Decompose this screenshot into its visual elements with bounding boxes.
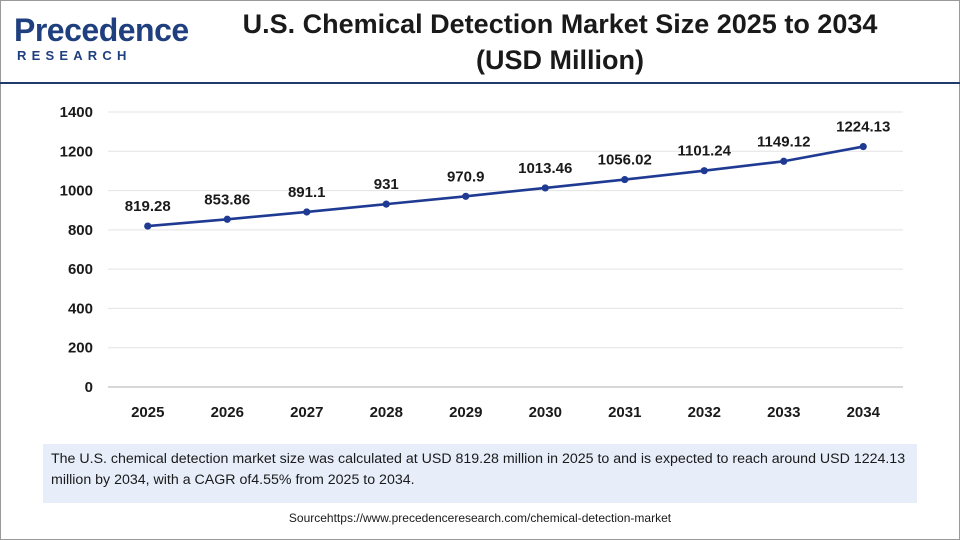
logo-wordmark: Precedence <box>14 12 189 48</box>
x-tick-label: 2025 <box>131 404 164 421</box>
data-point <box>700 167 708 175</box>
x-tick-label: 2033 <box>767 404 800 421</box>
brand-logo: Precedence RESEARCH <box>14 12 189 68</box>
data-label: 1149.12 <box>757 133 810 150</box>
data-point <box>541 184 549 192</box>
x-tick-label: 2029 <box>449 404 482 421</box>
data-point <box>780 157 788 165</box>
y-tick-label: 0 <box>85 379 93 396</box>
data-label: 1013.46 <box>518 160 572 177</box>
title-line-1: U.S. Chemical Detection Market Size 2025… <box>242 9 878 39</box>
page-title: U.S. Chemical Detection Market Size 2025… <box>210 6 910 78</box>
y-tick-label: 1400 <box>60 104 93 121</box>
y-tick-label: 1200 <box>60 143 93 160</box>
y-tick-label: 800 <box>68 222 93 239</box>
line-chart: 0 200 400 600 800 1000 1200 1400 2025 2026 2027 202… <box>60 104 903 421</box>
data-label: 853.86 <box>204 191 250 208</box>
x-tick-label: 2026 <box>211 404 244 421</box>
title-line-2: (USD Million) <box>476 45 644 75</box>
data-point <box>462 192 470 200</box>
data-point <box>144 222 152 230</box>
x-tick-label: 2028 <box>370 404 403 421</box>
data-label: 1101.24 <box>678 143 732 160</box>
x-tick-label: 2030 <box>529 404 562 421</box>
x-tick-label: 2034 <box>847 404 881 421</box>
source-text: Sourcehttps://www.precedenceresearch.com… <box>288 511 672 525</box>
data-label: 931 <box>374 176 399 193</box>
data-label: 970.9 <box>447 168 485 185</box>
logo-tagline: RESEARCH <box>17 48 132 63</box>
data-point <box>382 200 390 208</box>
series-line <box>147 145 864 228</box>
y-tick-label: 1000 <box>60 183 93 200</box>
y-tick-label: 200 <box>68 340 93 357</box>
data-point <box>303 208 311 216</box>
data-label: 1056.02 <box>598 152 652 169</box>
data-label: 1224.13 <box>836 119 890 136</box>
data-label: 819.28 <box>125 198 171 215</box>
y-tick-label: 400 <box>68 300 93 317</box>
y-tick-label: 600 <box>68 261 93 278</box>
data-point <box>621 175 629 184</box>
header-divider <box>0 82 960 84</box>
data-label: 891.1 <box>288 184 326 201</box>
x-tick-label: 2031 <box>608 404 641 421</box>
x-tick-label: 2032 <box>688 404 721 421</box>
data-point <box>859 142 867 151</box>
x-tick-label: 2027 <box>290 404 323 421</box>
summary-box: The U.S. chemical detection market size … <box>43 444 917 503</box>
data-point <box>223 215 231 223</box>
